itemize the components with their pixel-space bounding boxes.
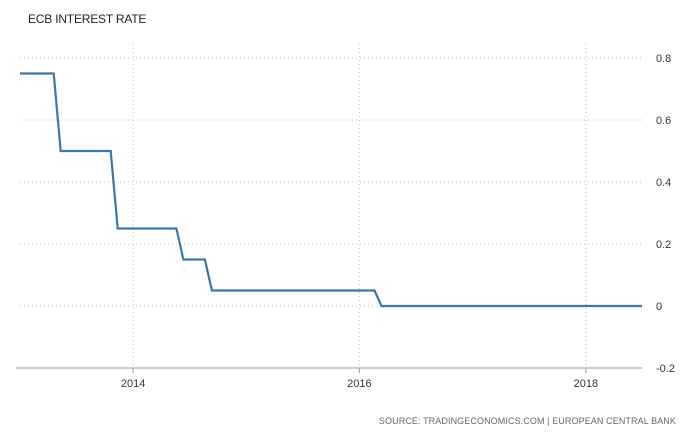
series-layer xyxy=(20,72,642,308)
gridlines xyxy=(20,44,642,368)
x-axis-ticks: 2014 2016 2018 xyxy=(121,378,598,390)
y-tick-label: 0.6 xyxy=(656,115,671,127)
x-tick-label: 2014 xyxy=(121,378,145,390)
y-tick-label: 0.2 xyxy=(656,239,671,251)
chart-title: ECB INTEREST RATE xyxy=(28,12,147,26)
x-tick-label: 2016 xyxy=(347,378,371,390)
series-line xyxy=(20,72,642,308)
y-axis-ticks: -0.2 0 0.2 0.4 0.6 0.8 xyxy=(656,53,675,375)
source-note: SOURCE: TRADINGECONOMICS.COM | EUROPEAN … xyxy=(378,416,676,426)
y-tick-label: -0.2 xyxy=(656,363,675,375)
y-tick-label: 0 xyxy=(656,301,662,313)
axes xyxy=(16,367,642,373)
y-tick-label: 0.8 xyxy=(656,53,671,65)
x-tick-label: 2018 xyxy=(574,378,598,390)
y-tick-label: 0.4 xyxy=(656,177,671,189)
